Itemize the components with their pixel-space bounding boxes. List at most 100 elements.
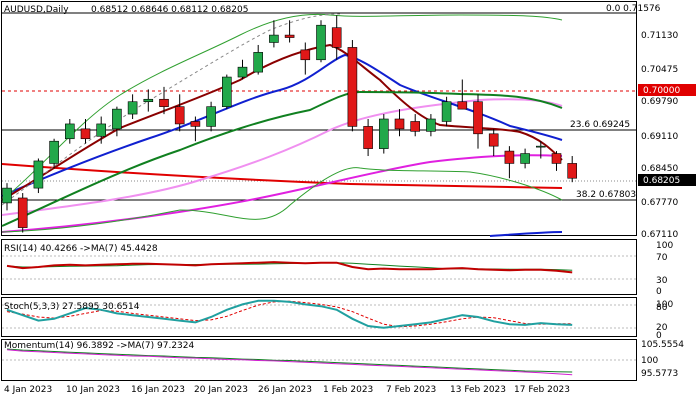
candle-bearish: [567, 163, 578, 179]
candle-bearish: [190, 121, 201, 127]
momentum-panel: Momentum(14) 96.3892 ->MA(7) 97.2324 105…: [2, 340, 684, 379]
current-price-badge: [638, 174, 696, 186]
date-label: 20 Jan 2023: [194, 385, 248, 395]
date-axis: 4 Jan 2023 10 Jan 2023 16 Jan 2023 20 Ja…: [4, 385, 570, 395]
candle-bullish: [535, 145, 546, 148]
candle-bullish: [253, 52, 263, 73]
candle-bullish: [96, 123, 106, 137]
candle-bearish: [284, 34, 295, 38]
candle-bearish: [347, 47, 358, 127]
price-tick-6: 0.67110: [641, 230, 678, 240]
rsi-line: [6, 261, 573, 274]
chart-header-ohlc: 0.68512 0.68646 0.68112 0.68205: [91, 5, 248, 15]
price-tick-0: 0.71130: [641, 31, 678, 41]
red-level-label: 0.70000: [643, 86, 680, 96]
candle-bearish: [17, 197, 28, 228]
price-tick-5: 0.67770: [641, 198, 678, 208]
price-tick-3: 0.69110: [641, 132, 678, 142]
pink-line: [1, 98, 563, 216]
date-label: 13 Feb 2023: [450, 385, 506, 395]
stoch-tick-0: 0: [656, 331, 662, 341]
candle-bullish: [237, 66, 248, 78]
momentum-ma-line: [6, 348, 573, 373]
candle-bearish: [457, 101, 468, 110]
ema-magenta: [1, 154, 563, 233]
candle-bearish: [80, 128, 91, 140]
date-label: 10 Jan 2023: [66, 385, 120, 395]
momentum-panel-frame: [1, 339, 637, 381]
candle-bearish: [488, 133, 499, 147]
momentum-tick-100: 100: [641, 356, 658, 366]
current-price-label: 0.68205: [643, 176, 680, 186]
rsi-tick-30: 30: [656, 276, 668, 286]
date-label: 17 Feb 2023: [514, 385, 570, 395]
ema-blue: [1, 53, 563, 197]
date-label: 16 Jan 2023: [131, 385, 185, 395]
date-label: 7 Feb 2023: [386, 385, 436, 395]
panel-frames: [1, 1, 637, 381]
candle-bullish: [206, 106, 216, 127]
stoch-tick-80: 80: [656, 303, 668, 313]
candle-bearish: [473, 101, 483, 135]
candle-bullish: [378, 118, 389, 149]
candle-bearish: [174, 106, 185, 125]
candle-bearish: [394, 118, 405, 130]
candle-bearish: [551, 153, 562, 164]
rsi-panel: RSI(14) 40.4266 ->MA(7) 45.4428 100 70 3…: [2, 241, 673, 297]
candlestick-series: [2, 15, 578, 233]
stoch-main-line: [6, 299, 573, 329]
candle-bullish: [112, 108, 122, 130]
candle-bearish: [300, 49, 311, 61]
date-label: 4 Jan 2023: [4, 385, 52, 395]
candle-bullish: [520, 153, 530, 164]
ema-blue-short-bottom: [489, 231, 563, 237]
momentum-line: [6, 349, 573, 376]
stoch-label: Stoch(5,3,3) 27.5895 30.6514: [4, 302, 140, 312]
candle-bearish: [363, 126, 373, 149]
rsi-tick-70: 70: [656, 253, 668, 263]
ema-green: [1, 90, 563, 227]
rsi-panel-frame: [1, 239, 637, 295]
candle-bearish: [331, 27, 342, 48]
date-label: 1 Feb 2023: [323, 385, 373, 395]
price-tick-4: 0.68450: [641, 164, 678, 174]
stoch-panel-frame: [1, 297, 637, 337]
bollinger-upper-dashed: [1, 13, 341, 206]
bollinger-lower: [1, 167, 563, 233]
candle-bullish: [127, 101, 138, 115]
candle-bullish: [2, 187, 12, 204]
chart-header-symbol: AUDUSD,Daily: [4, 5, 69, 15]
price-panel-frame: [1, 1, 637, 236]
stoch-tick-20: 20: [656, 323, 668, 333]
rsi-label: RSI(14) 40.4266 ->MA(7) 45.4428: [4, 244, 158, 254]
candle-bullish: [49, 140, 59, 164]
bollinger-upper: [1, 13, 563, 201]
fib-levels: [2, 12, 636, 201]
date-label: 26 Jan 2023: [258, 385, 312, 395]
red-level-badge: [638, 84, 696, 96]
candle-bullish: [33, 160, 44, 189]
rsi-tick-0: 0: [656, 287, 662, 297]
candle-bullish: [441, 101, 452, 122]
price-tick-1: 0.70475: [641, 65, 678, 75]
candle-bullish: [316, 24, 326, 61]
candle-bullish: [426, 118, 436, 132]
rsi-tick-100: 100: [656, 241, 673, 251]
price-tick-2: 0.69790: [641, 97, 678, 107]
candle-bullish: [143, 98, 154, 103]
momentum-tick-bottom: 95.5773: [641, 369, 678, 379]
price-axis: 0.71130 0.70475 0.69790 0.69110 0.68450 …: [638, 31, 696, 240]
momentum-tick-top: 105.5554: [641, 340, 684, 350]
fib-236-label: 23.6 0.69245: [570, 120, 630, 130]
candle-bearish: [159, 98, 169, 107]
candle-bullish: [65, 123, 75, 140]
momentum-label: Momentum(14) 96.3892 ->MA(7) 97.2324: [4, 341, 195, 351]
fib-0-label: 0.0 0.71576: [606, 4, 661, 14]
stoch-panel: Stoch(5,3,3) 27.5895 30.6514 100 80 20 0: [2, 299, 673, 341]
candle-bullish: [269, 34, 279, 43]
candle-bullish: [222, 76, 232, 107]
candle-bearish: [504, 150, 515, 164]
stoch-tick-100: 100: [656, 300, 673, 310]
candle-bearish: [410, 121, 421, 132]
